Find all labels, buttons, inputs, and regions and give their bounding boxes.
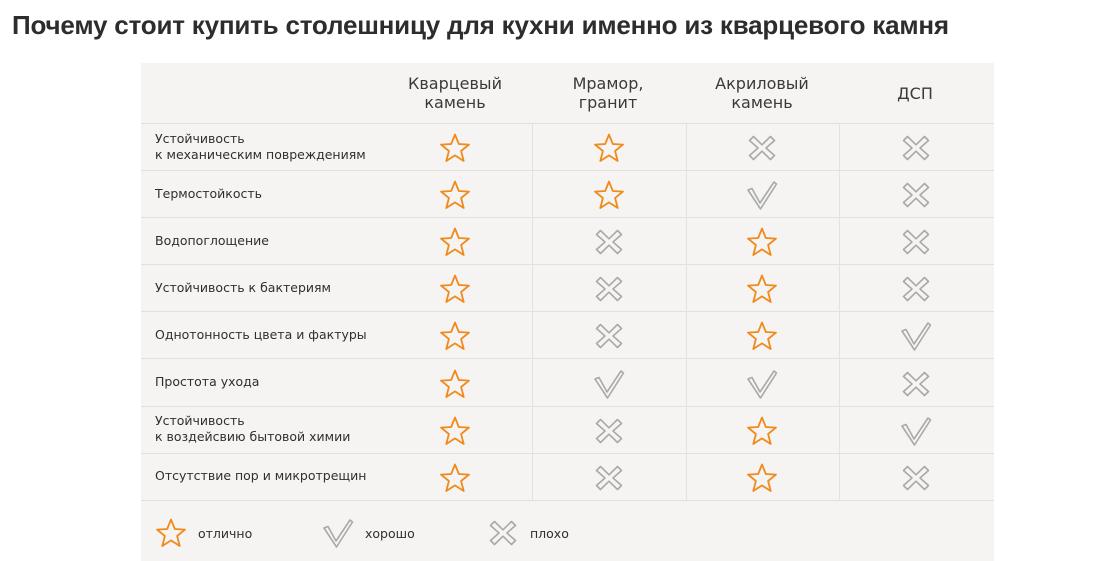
cross-icon xyxy=(899,369,933,399)
comparison-table: Кварцевый камень Мрамор, гранит Акриловы… xyxy=(141,63,994,561)
star-icon xyxy=(438,133,472,163)
cross-icon xyxy=(899,227,933,257)
star-icon xyxy=(438,180,472,210)
cross-icon xyxy=(592,416,626,446)
cross-icon xyxy=(745,133,779,163)
table-row: Устойчивость к воздейсвию бытовой химии xyxy=(141,406,994,454)
legend-label: плохо xyxy=(530,525,569,541)
row-label: Устойчивость к воздейсвию бытовой химии xyxy=(155,413,351,445)
cross-icon xyxy=(592,227,626,257)
star-icon xyxy=(745,321,779,351)
column-header-quartz: Кварцевый камень xyxy=(408,74,502,112)
row-label: Отсутствие пор и микротрещин xyxy=(155,468,367,484)
legend-item-bad: плохо xyxy=(486,517,569,549)
cross-icon xyxy=(899,180,933,210)
table-row: Устойчивость к бактериям xyxy=(141,264,994,313)
check-icon xyxy=(899,321,933,352)
table-row: Водопоглощение xyxy=(141,217,994,266)
page-title: Почему стоит купить столешницу для кухни… xyxy=(12,10,949,40)
check-icon xyxy=(745,180,779,210)
cross-icon xyxy=(899,463,933,493)
star-icon xyxy=(745,274,779,304)
row-label: Водопоглощение xyxy=(155,232,269,248)
column-header-marble-granite: Мрамор, гранит xyxy=(572,74,644,112)
legend: отлично хорошо плохо xyxy=(141,500,994,561)
star-icon xyxy=(154,518,188,548)
row-label: Однотонность цвета и фактуры xyxy=(155,326,367,342)
table-row: Простота ухода xyxy=(141,359,994,407)
table-row: Однотонность цвета и фактуры xyxy=(141,311,994,360)
star-icon xyxy=(438,321,472,351)
star-icon xyxy=(438,463,472,493)
row-label: Устойчивость к механическим повреждениям xyxy=(155,130,366,162)
table-row: Устойчивость к механическим повреждениям xyxy=(141,123,994,171)
star-icon xyxy=(438,274,472,304)
column-header-acrylic: Акриловый камень xyxy=(715,74,809,112)
cross-icon xyxy=(486,518,520,548)
table-row: Термостойкость xyxy=(141,170,994,219)
cross-icon xyxy=(592,463,626,493)
row-label: Простота ухода xyxy=(155,374,260,389)
column-header-chipboard: ДСП xyxy=(897,83,933,103)
star-icon xyxy=(438,416,472,446)
check-icon xyxy=(745,369,779,399)
legend-label: отлично xyxy=(198,525,253,541)
row-label: Устойчивость к бактериям xyxy=(155,279,331,295)
legend-item-good: хорошо xyxy=(321,517,415,549)
check-icon xyxy=(321,518,355,548)
star-icon xyxy=(592,180,626,210)
cross-icon xyxy=(592,274,626,304)
star-icon xyxy=(745,463,779,493)
row-label: Термостойкость xyxy=(155,185,262,201)
table-row: Отсутствие пор и микротрещин xyxy=(141,453,994,501)
legend-item-excellent: отлично xyxy=(154,517,252,549)
star-icon xyxy=(438,369,472,399)
cross-icon xyxy=(592,321,626,351)
table-header-row: Кварцевый камень Мрамор, гранит Акриловы… xyxy=(141,63,994,124)
star-icon xyxy=(592,133,626,163)
check-icon xyxy=(592,369,626,399)
cross-icon xyxy=(899,133,933,163)
legend-label: хорошо xyxy=(365,525,415,541)
star-icon xyxy=(745,227,779,257)
star-icon xyxy=(438,227,472,257)
star-icon xyxy=(745,416,779,446)
cross-icon xyxy=(899,274,933,304)
check-icon xyxy=(899,416,933,446)
